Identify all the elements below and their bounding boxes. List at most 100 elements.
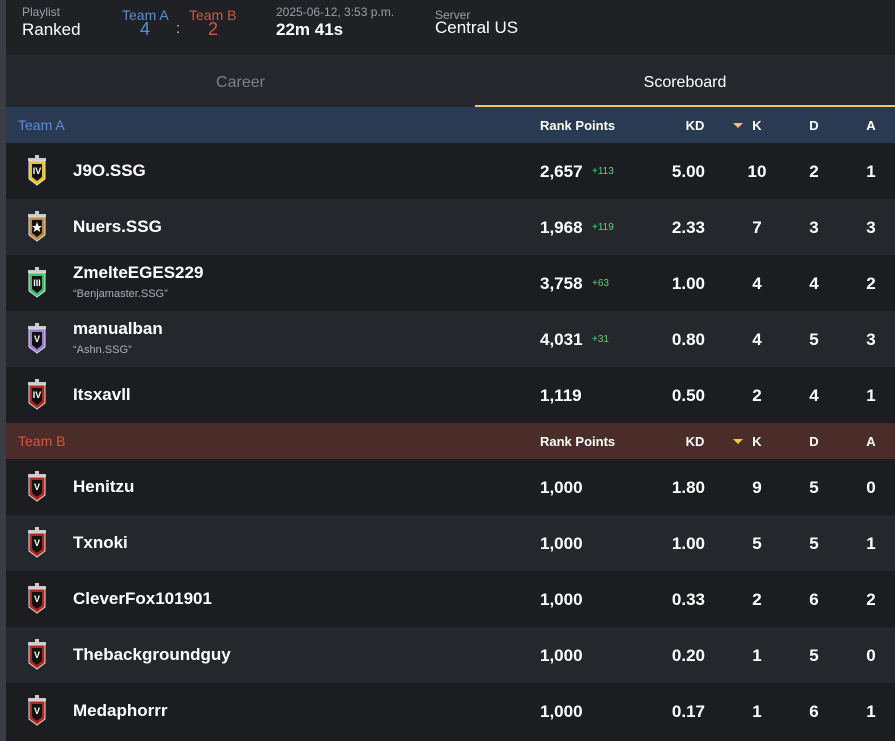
badge-icon — [28, 155, 46, 186]
stat-k: 7 — [752, 218, 762, 237]
badge-icon — [28, 583, 46, 614]
server-label: Server — [435, 8, 471, 22]
sort-indicator[interactable] — [733, 439, 743, 444]
kd: 1.00 — [671, 534, 705, 553]
rank-badge: V — [26, 323, 48, 355]
rank-points: 1,000 — [540, 478, 583, 497]
rank-points: 2,657 — [540, 162, 583, 181]
sort-indicator[interactable] — [733, 123, 743, 128]
stat-d: 5 — [809, 534, 819, 553]
badge-tier: V — [33, 482, 40, 492]
stat-a: 0 — [866, 478, 876, 497]
stat-a: 1 — [866, 534, 876, 553]
badge-icon — [28, 379, 46, 410]
kd: 2.33 — [671, 218, 705, 237]
player-alias: “Ashn.SSG” — [73, 344, 132, 356]
rank-points: 1,968 — [540, 218, 583, 237]
column-header: A — [866, 434, 876, 449]
rank-points: 1,000 — [540, 646, 583, 665]
player-row: V Txnoki 1,000 1.00 5 5 1 — [6, 515, 895, 571]
tab-active[interactable]: Scoreboard — [475, 55, 895, 107]
rank-badge: IV — [26, 155, 48, 187]
stat-d: 5 — [809, 646, 819, 665]
badge-icon — [28, 639, 46, 670]
stat-k: 2 — [752, 386, 762, 405]
stat-k: 9 — [752, 478, 762, 497]
badge-icon — [28, 695, 46, 726]
score-separator: : — [176, 20, 181, 37]
player-name: J9O.SSG — [73, 161, 146, 180]
stat-d: 4 — [809, 386, 819, 405]
rank-badge — [26, 211, 48, 243]
player-name: CleverFox101901 — [73, 589, 212, 608]
column-header: Rank Points — [540, 434, 616, 449]
player-name: Thebackgroundguy — [73, 645, 231, 664]
team-header: Team B Rank Points KD K D A — [6, 423, 895, 459]
player-alias: “Benjamaster.SSG” — [73, 288, 168, 300]
rank-points: 1,000 — [540, 534, 583, 553]
stat-a: 2 — [866, 274, 876, 293]
stat-k: 5 — [752, 534, 762, 553]
stat-d: 3 — [809, 218, 819, 237]
kd: 0.33 — [671, 590, 705, 609]
player-row: III ZmelteEGES229 “Benjamaster.SSG” 3,758 +6… — [6, 255, 895, 311]
rank-points: 1,000 — [540, 702, 583, 721]
rank-delta: +31 — [592, 334, 609, 345]
match-duration: 22m 41s — [276, 20, 344, 39]
team-a-score: 4 — [140, 19, 151, 39]
stat-k: 1 — [752, 646, 762, 665]
rank-points: 1,119 — [540, 386, 582, 405]
kd: 0.17 — [671, 702, 705, 721]
column-header: KD — [685, 434, 705, 449]
rank-badge: V — [26, 639, 48, 671]
rank-badge: V — [26, 695, 48, 727]
stat-a: 2 — [866, 590, 876, 609]
kd: 0.80 — [671, 330, 705, 349]
player-name: Nuers.SSG — [73, 217, 162, 236]
rank-points: 3,758 — [540, 274, 583, 293]
stat-k: 2 — [752, 590, 762, 609]
player-name: Medaphorrr — [73, 701, 168, 720]
match-date: 2025-06-12, 3:53 p.m. — [276, 5, 395, 19]
stat-k: 1 — [752, 702, 762, 721]
tab[interactable]: Career — [216, 74, 265, 91]
player-row: IV Itsxavll 1,119 0.50 2 4 1 — [6, 367, 895, 423]
badge-tier: IV — [32, 166, 42, 176]
rank-badge: V — [26, 583, 48, 615]
team-name: Team A — [18, 117, 65, 133]
stat-k: 4 — [752, 330, 762, 349]
rank-badge: V — [26, 527, 48, 559]
playlist: Ranked — [22, 20, 81, 39]
stat-d: 6 — [809, 702, 819, 721]
playlist-label: Playlist — [22, 5, 61, 19]
rank-badge: IV — [26, 379, 48, 411]
header-bar: Playlist Ranked Team A 4 : Team B 2 2025… — [6, 0, 895, 55]
badge-tier: III — [33, 278, 41, 288]
badge-tier: IV — [32, 390, 42, 400]
stat-a: 1 — [866, 386, 876, 405]
stat-d: 2 — [809, 162, 819, 181]
stat-d: 4 — [809, 274, 819, 293]
team-header: Team A Rank Points KD K D A — [6, 107, 895, 143]
player-row: Nuers.SSG 1,968 +119 2.33 7 3 3 — [6, 199, 895, 255]
column-header: A — [866, 118, 876, 133]
badge-tier: V — [33, 650, 40, 660]
badge-icon — [28, 267, 46, 298]
team-b-score: 2 — [208, 19, 219, 39]
stat-k: 4 — [752, 274, 762, 293]
column-header: KD — [685, 118, 705, 133]
player-row: IV J9O.SSG 2,657 +113 5.00 10 2 1 — [6, 143, 895, 199]
rank-badge: III — [26, 267, 48, 299]
badge-tier: V — [33, 334, 40, 344]
player-name: manualban — [73, 319, 163, 338]
kd: 0.50 — [671, 386, 705, 405]
player-row: V Medaphorrr 1,000 0.17 1 6 1 — [6, 683, 895, 739]
rank-badge: V — [26, 471, 48, 503]
stat-a: 3 — [866, 330, 876, 349]
player-name: ZmelteEGES229 — [73, 263, 204, 282]
team-a-label: Team A — [122, 7, 169, 23]
player-name: Itsxavll — [73, 385, 131, 404]
player-row: V Thebackgroundguy 1,000 0.20 1 5 0 — [6, 627, 895, 683]
